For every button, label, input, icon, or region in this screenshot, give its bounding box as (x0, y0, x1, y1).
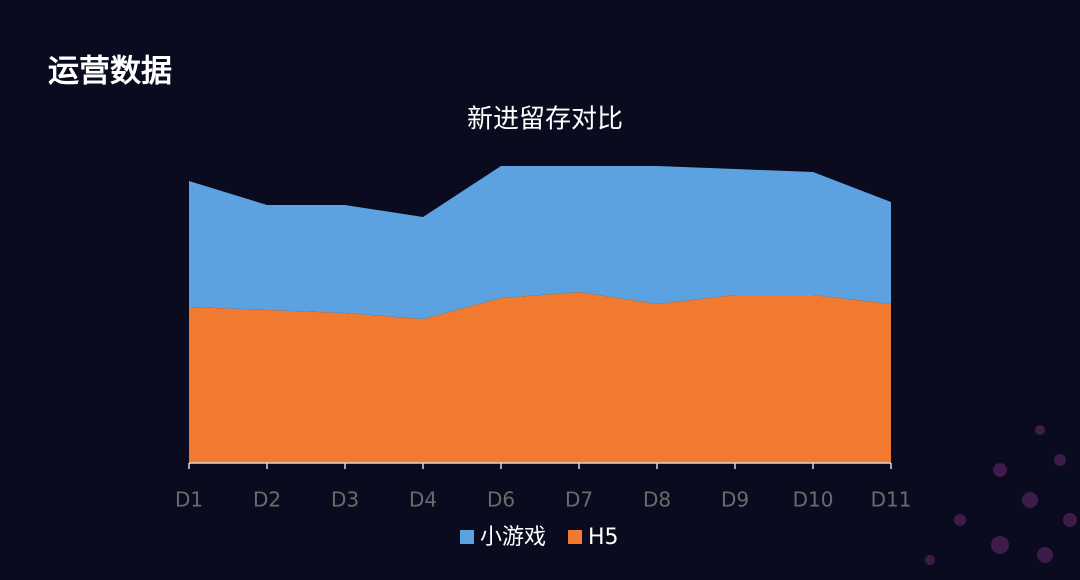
area (189, 292, 891, 463)
chart-title: 新进留存对比 (467, 105, 623, 135)
x-tick-label: D11 (871, 488, 912, 512)
x-tick-label: D10 (793, 488, 834, 512)
x-tick-label: D8 (643, 488, 671, 512)
x-tick-label: D7 (565, 488, 593, 512)
legend-swatch (568, 530, 583, 544)
x-tick-label: D3 (331, 488, 359, 512)
x-tick-label: D1 (175, 488, 203, 512)
x-tick-label: D2 (253, 488, 281, 512)
legend-label: H5 (588, 525, 619, 550)
x-tick-label: D9 (721, 488, 749, 512)
legend-swatch (460, 530, 474, 544)
page-title: 运营数据 (48, 54, 172, 90)
area (189, 166, 891, 319)
x-tick-label: D4 (409, 488, 437, 512)
x-tick-label: D6 (487, 488, 515, 512)
decoration (925, 425, 1077, 565)
legend-label: 小游戏 (480, 525, 546, 550)
